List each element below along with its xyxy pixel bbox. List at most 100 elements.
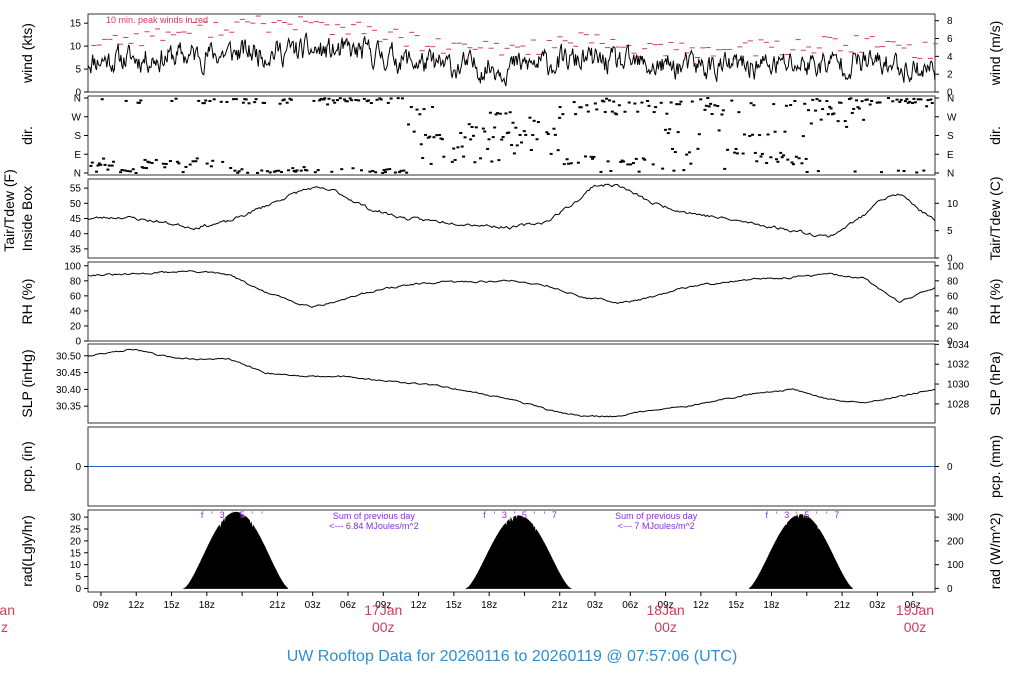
panel-wind-right-tick-label: 2	[947, 70, 953, 81]
wind-dir-point	[565, 158, 569, 161]
sun-mark: '	[826, 510, 828, 520]
wind-dir-point	[359, 169, 363, 172]
wind-dir-point	[386, 101, 390, 104]
wind-dir-point	[879, 171, 883, 174]
panel-dir-right-tick-label: S	[947, 131, 954, 142]
rh-line	[87, 270, 936, 308]
panel-rad-right-label: rad (W/m^2)	[987, 513, 1003, 590]
wind-dir-point	[609, 169, 613, 172]
wind-dir-point	[368, 170, 372, 173]
wind-dir-point	[231, 98, 235, 101]
wind-dir-point	[102, 157, 106, 160]
temperature-line	[88, 183, 936, 238]
panel-rad-left-tick-label: 20	[70, 536, 82, 547]
sun-mark: '	[261, 510, 263, 520]
wind-dir-point	[915, 171, 919, 174]
wind-dir-point	[263, 101, 267, 104]
wind-dir-point	[385, 168, 389, 171]
panel-temperature-left-label: Inside Box	[19, 186, 35, 251]
wind-dir-point	[184, 165, 188, 168]
wind-dir-point	[699, 98, 703, 101]
wind-dir-point	[615, 113, 619, 116]
wind-dir-point	[697, 133, 701, 136]
sun-mark: '	[796, 510, 798, 520]
wind-dir-point	[389, 97, 393, 100]
wind-dir-point	[586, 110, 590, 113]
wind-dir-point	[922, 169, 926, 172]
wind-dir-point	[399, 169, 403, 172]
wind-dir-point	[326, 103, 330, 106]
wind-dir-point	[902, 170, 906, 173]
wind-dir-point	[383, 171, 387, 174]
wind-speed-line	[87, 32, 936, 87]
wind-dir-point	[510, 144, 514, 147]
sun-mark: '	[251, 510, 253, 520]
wind-dir-point	[139, 99, 143, 102]
wind-dir-point	[375, 98, 379, 101]
wind-dir-point	[622, 160, 626, 163]
wind-dir-point	[926, 99, 930, 102]
wind-dir-point	[452, 147, 456, 150]
wind-dir-point	[569, 162, 573, 165]
wind-dir-point	[682, 169, 686, 172]
wind-dir-point	[500, 138, 504, 141]
wind-dir-point	[685, 153, 689, 156]
wind-dir-point	[233, 169, 237, 172]
wind-dir-point	[836, 120, 840, 123]
wind-dir-point	[679, 100, 683, 103]
wind-dir-point	[177, 162, 181, 165]
wind-dir-point	[583, 155, 587, 158]
date-label-partial-day: an	[0, 602, 15, 618]
wind-dir-point	[773, 130, 777, 133]
wind-dir-point	[432, 136, 436, 139]
time-tick-label: 12z	[411, 600, 427, 611]
panel-temperature-right-tick-label: 0	[947, 254, 953, 265]
panel-rh-right-tick-label: 0	[947, 337, 953, 348]
wind-dir-point	[150, 162, 154, 165]
wind-dir-point	[340, 168, 344, 171]
wind-dir-point	[504, 112, 508, 115]
wind-dir-point	[825, 100, 829, 103]
panel-temperature-left-tick-label: 45	[70, 214, 82, 225]
panel-rad-left-tick-label: 25	[70, 525, 82, 536]
wind-dir-point	[244, 98, 248, 101]
wind-dir-point	[782, 154, 786, 157]
wind-dir-point	[809, 122, 813, 125]
wind-dir-point	[592, 155, 596, 158]
wind-dir-point	[832, 112, 836, 115]
radiation-sum-annotation-line1: Sum of previous day	[333, 511, 416, 521]
wind-dir-point	[188, 163, 192, 166]
wind-dir-point	[868, 103, 872, 106]
panel-dir-left-tick-label: N	[74, 94, 81, 105]
wind-dir-point	[856, 106, 860, 109]
wind-dir-point	[463, 136, 467, 139]
wind-dir-point	[780, 156, 784, 159]
wind-dir-point	[279, 171, 283, 174]
wind-dir-point	[318, 99, 322, 102]
solar-day-3	[748, 513, 853, 589]
panel-temperature-right-tick-label: 5	[947, 226, 953, 237]
time-tick-label: 03z	[305, 600, 321, 611]
wind-dir-point	[720, 113, 724, 116]
solar-day-1	[182, 511, 289, 589]
panel-dir-left-label: dir.	[19, 126, 35, 145]
wind-dir-point	[299, 169, 303, 172]
wind-dir-point	[241, 101, 245, 104]
sun-mark: 3	[784, 510, 789, 520]
wind-dir-point	[663, 128, 667, 131]
wind-dir-point	[418, 113, 422, 116]
panel-rh-right-tick-label: 20	[947, 321, 959, 332]
panel-slp-left-tick-label: 30.40	[56, 385, 81, 396]
wind-dir-point	[202, 102, 206, 105]
wind-dir-point	[260, 169, 264, 172]
wind-dir-point	[362, 97, 366, 100]
time-tick-label: 18z	[199, 600, 215, 611]
wind-dir-point	[481, 127, 485, 130]
panel-dir-left-tick-label: S	[74, 131, 81, 142]
wind-dir-point	[911, 102, 915, 105]
time-tick-label: 09z	[375, 600, 391, 611]
wind-dir-point	[913, 101, 917, 104]
wind-dir-point	[589, 155, 593, 158]
radiation-sum-annotation-line2: <--- 6.84 MJoules/m^2	[329, 521, 419, 531]
wind-dir-point	[473, 161, 477, 164]
